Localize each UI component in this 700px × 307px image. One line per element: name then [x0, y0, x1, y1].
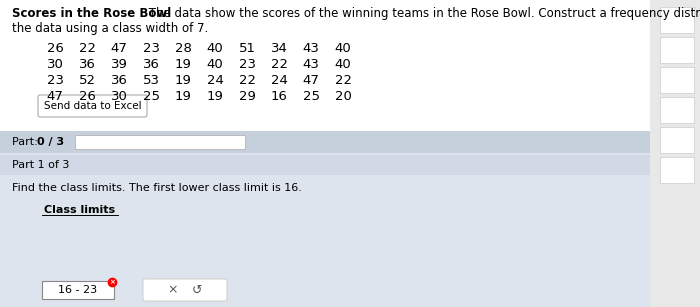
Text: 16: 16 — [271, 90, 288, 103]
FancyBboxPatch shape — [657, 0, 700, 307]
Text: 36: 36 — [78, 58, 95, 71]
Text: 24: 24 — [271, 74, 288, 87]
FancyBboxPatch shape — [660, 127, 694, 153]
Text: 28: 28 — [174, 42, 191, 55]
Text: 51: 51 — [239, 42, 256, 55]
Text: 36: 36 — [143, 58, 160, 71]
Text: 22: 22 — [335, 74, 351, 87]
Text: Find the class limits. The first lower class limit is 16.: Find the class limits. The first lower c… — [12, 183, 302, 193]
Text: 25: 25 — [143, 90, 160, 103]
Text: 39: 39 — [111, 58, 127, 71]
Text: Class limits: Class limits — [44, 205, 116, 215]
Text: 43: 43 — [302, 58, 319, 71]
Text: ↺: ↺ — [192, 283, 202, 297]
FancyBboxPatch shape — [0, 155, 650, 175]
FancyBboxPatch shape — [143, 279, 227, 301]
Text: 47: 47 — [47, 90, 64, 103]
Text: 24: 24 — [206, 74, 223, 87]
FancyBboxPatch shape — [0, 153, 650, 307]
FancyBboxPatch shape — [660, 157, 694, 183]
Text: 53: 53 — [143, 74, 160, 87]
Text: ×: × — [109, 279, 115, 285]
Text: 22: 22 — [239, 74, 256, 87]
Text: 19: 19 — [174, 74, 191, 87]
FancyBboxPatch shape — [660, 7, 694, 33]
Text: 40: 40 — [335, 42, 351, 55]
FancyBboxPatch shape — [0, 131, 650, 153]
Text: 36: 36 — [111, 74, 127, 87]
Text: Part:: Part: — [12, 137, 41, 147]
FancyBboxPatch shape — [660, 67, 694, 93]
FancyBboxPatch shape — [0, 0, 650, 152]
Text: 16 - 23: 16 - 23 — [58, 285, 97, 295]
Text: 30: 30 — [47, 58, 64, 71]
FancyBboxPatch shape — [42, 281, 114, 299]
Text: 23: 23 — [46, 74, 64, 87]
Text: 25: 25 — [302, 90, 319, 103]
Text: Send data to Excel: Send data to Excel — [43, 101, 141, 111]
Text: 23: 23 — [143, 42, 160, 55]
Text: 40: 40 — [206, 58, 223, 71]
Text: Part 1 of 3: Part 1 of 3 — [12, 160, 69, 170]
Text: 47: 47 — [111, 42, 127, 55]
Text: Scores in the Rose Bowl: Scores in the Rose Bowl — [12, 7, 172, 20]
FancyBboxPatch shape — [660, 97, 694, 123]
Text: 34: 34 — [271, 42, 288, 55]
Text: 26: 26 — [78, 90, 95, 103]
FancyBboxPatch shape — [660, 37, 694, 63]
Text: 19: 19 — [206, 90, 223, 103]
FancyBboxPatch shape — [38, 95, 147, 117]
Text: 26: 26 — [47, 42, 64, 55]
Text: 0 / 3: 0 / 3 — [37, 137, 64, 147]
Text: 22: 22 — [78, 42, 95, 55]
Text: ×: × — [168, 283, 178, 297]
Text: 19: 19 — [174, 90, 191, 103]
Text: 20: 20 — [335, 90, 351, 103]
Text: the data using a class width of 7.: the data using a class width of 7. — [12, 22, 209, 35]
Text: 30: 30 — [111, 90, 127, 103]
Text: 43: 43 — [302, 42, 319, 55]
Text: 40: 40 — [335, 58, 351, 71]
Text: 52: 52 — [78, 74, 95, 87]
Text: 47: 47 — [302, 74, 319, 87]
Text: 23: 23 — [239, 58, 256, 71]
Text: 19: 19 — [174, 58, 191, 71]
Text: 29: 29 — [239, 90, 256, 103]
Text: 40: 40 — [206, 42, 223, 55]
Text: 22: 22 — [270, 58, 288, 71]
FancyBboxPatch shape — [75, 135, 245, 149]
Text: The data show the scores of the winning teams in the Rose Bowl. Construct a freq: The data show the scores of the winning … — [145, 7, 700, 20]
